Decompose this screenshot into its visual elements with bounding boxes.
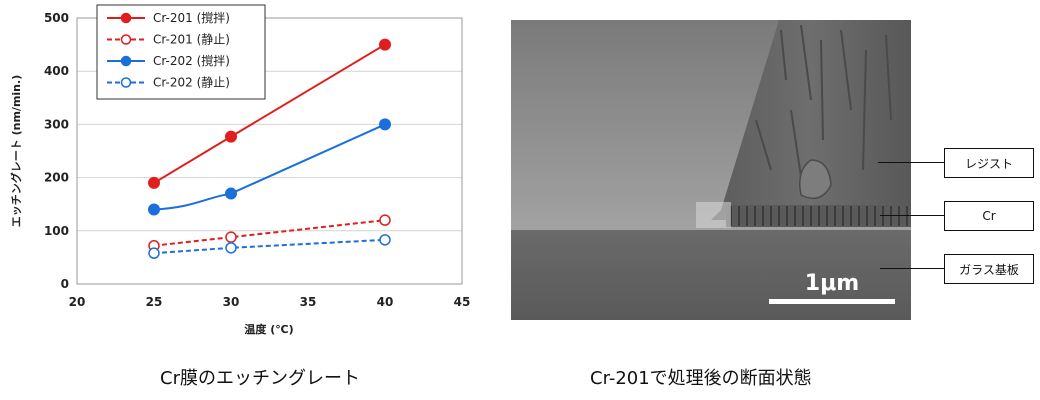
series-layer <box>148 38 391 259</box>
data-point <box>148 247 160 259</box>
legend-marker <box>120 12 132 24</box>
sem-cross-section-image: 1μm <box>511 20 911 320</box>
x-tick-label: 30 <box>223 295 240 309</box>
data-point <box>148 176 160 189</box>
y-tick-label: 300 <box>44 117 69 131</box>
legend-label: Cr-202 (撹拌) <box>153 53 230 68</box>
series-3 <box>148 234 391 259</box>
resist-callout: レジスト <box>944 148 1034 178</box>
x-tick-label: 35 <box>300 295 317 309</box>
etching-rate-chart: 0 100 200 300 400 500 20 25 30 35 40 45 温度 (℃) エッチ… <box>9 4 471 336</box>
y-axis-label: エッチングレート (nm/min.) <box>9 75 23 227</box>
legend-label: Cr-201 (撹拌) <box>153 10 230 25</box>
y-tick-label: 200 <box>44 171 69 185</box>
sem-caption: Cr-201で処理後の断面状態 <box>590 368 812 389</box>
glass-substrate-callout: ガラス基板 <box>944 254 1034 284</box>
data-point <box>148 203 160 216</box>
chart-caption: Cr膜のエッチングレート <box>160 368 360 389</box>
y-tick-label: 400 <box>44 64 69 78</box>
x-tick-label: 25 <box>146 295 163 309</box>
sem-micrograph: 1μm <box>511 20 911 320</box>
x-tick-label: 20 <box>69 295 86 309</box>
data-point <box>379 214 391 226</box>
data-point <box>225 130 237 143</box>
data-point <box>379 118 391 131</box>
x-tick-label: 40 <box>377 295 394 309</box>
series-line <box>153 238 386 255</box>
legend-marker <box>120 77 132 88</box>
data-point <box>225 187 237 200</box>
y-tick-label: 100 <box>44 224 69 238</box>
series-line <box>153 123 386 211</box>
x-tick-labels: 20 25 30 35 40 45 <box>69 295 471 309</box>
series-0 <box>148 38 391 189</box>
y-tick-labels: 0 100 200 300 400 500 <box>44 11 69 291</box>
cr-callout: Cr <box>944 201 1034 231</box>
legend-label: Cr-202 (静止) <box>153 76 230 90</box>
cr-callout-line <box>880 215 944 216</box>
legend-marker <box>120 55 132 67</box>
resist-callout-line <box>878 162 944 163</box>
legend-label: Cr-201 (静止) <box>153 33 230 47</box>
plot-area-frame <box>76 17 463 285</box>
x-tick-label: 45 <box>454 295 471 309</box>
legend: Cr-201 (撹拌) Cr-201 (静止) Cr-202 (撹拌) Cr-202 … <box>96 4 266 100</box>
y-tick-label: 500 <box>44 11 69 25</box>
data-point <box>379 234 391 246</box>
x-axis-label: 温度 (℃) <box>244 322 293 336</box>
data-point <box>225 231 237 243</box>
legend-marker <box>120 34 132 45</box>
data-point <box>225 242 237 254</box>
scale-bar <box>769 299 895 304</box>
series-2 <box>148 118 391 216</box>
series-line <box>153 219 386 247</box>
y-tick-label: 0 <box>61 277 69 291</box>
glass-callout-line <box>880 268 944 269</box>
scale-bar-label: 1μm <box>805 271 859 296</box>
data-point <box>379 38 391 51</box>
